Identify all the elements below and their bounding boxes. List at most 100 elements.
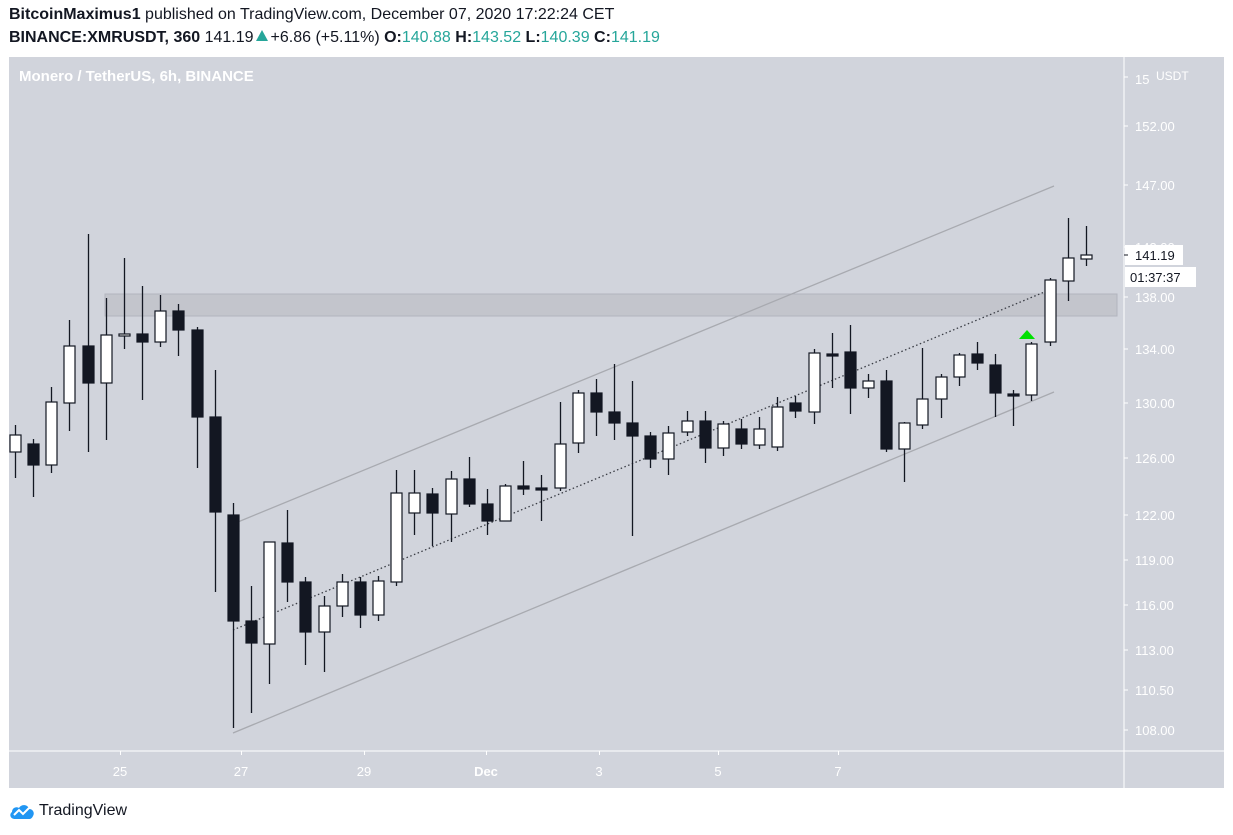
candle-up	[390, 492, 403, 583]
candle-up	[63, 345, 76, 404]
price-tick-label: 134.00	[1135, 342, 1175, 357]
channel-lower-line[interactable]	[232, 391, 1055, 734]
publish-info: BitcoinMaximus1 published on TradingView…	[9, 6, 614, 24]
candle-down	[299, 581, 312, 633]
resistance-zone-rectangle[interactable]	[104, 293, 1118, 317]
candle-down	[245, 620, 258, 644]
candle-up	[1025, 343, 1038, 396]
candle-up	[753, 428, 766, 446]
time-tick-label: 27	[234, 764, 248, 779]
candle-up	[318, 605, 331, 633]
candle-down	[481, 503, 494, 522]
candle-up	[408, 492, 421, 514]
candle-up	[862, 380, 875, 389]
candlestick-plot[interactable]: 152.00 147.00 138.00 134.00 130.00 126.00 122.…	[9, 57, 1224, 788]
price-tick-label: 119.00	[1135, 553, 1174, 568]
candle-down	[844, 351, 857, 389]
candle-up	[336, 581, 349, 607]
open-label: O:	[384, 29, 402, 46]
price-tick-label: 138.00	[1135, 290, 1175, 305]
candle-up	[717, 423, 730, 449]
candle-up	[953, 354, 966, 378]
low-value: 140.39	[540, 29, 590, 46]
buy-signal-triangle-icon	[1019, 330, 1035, 339]
candle-down	[191, 329, 204, 418]
price-tick-label: 110.50	[1135, 683, 1174, 698]
candle-up	[118, 333, 131, 337]
time-tick-label: Dec	[474, 764, 498, 779]
time-tick-label: 7	[834, 764, 841, 779]
currency-label: USDT	[1156, 69, 1189, 83]
candle-up	[808, 352, 821, 413]
candle-up	[1062, 257, 1075, 282]
countdown-marker	[1125, 267, 1196, 287]
price-tick-label: 122.00	[1135, 508, 1175, 523]
price-change: +6.86 (+5.11%)	[270, 29, 380, 46]
chart-symbol-title: Monero / TetherUS, 6h, BINANCE	[19, 68, 254, 85]
candle-down	[608, 411, 621, 424]
price-tick-label: 108.00	[1135, 723, 1175, 738]
close-label: C:	[594, 29, 611, 46]
candle-up	[372, 580, 385, 616]
price-tick-label: 15	[1135, 72, 1149, 87]
candle-down	[354, 581, 367, 616]
low-label: L:	[525, 29, 541, 46]
price-tick-label: 152.00	[1135, 119, 1175, 134]
price-tick-label: 130.00	[1135, 396, 1175, 411]
candle-down	[27, 443, 40, 466]
price-tick-label: 126.00	[1135, 451, 1175, 466]
time-tick-label: 5	[714, 764, 721, 779]
candle-down	[209, 416, 222, 513]
candle-up	[771, 406, 784, 448]
candle-down	[136, 333, 149, 343]
up-arrow-icon	[255, 30, 268, 41]
candle-down	[699, 420, 712, 449]
author-name[interactable]: BitcoinMaximus1	[9, 6, 141, 23]
candle-down	[735, 428, 748, 445]
last-price-marker	[1125, 245, 1183, 265]
candle-down	[826, 353, 839, 357]
candle-down	[426, 493, 439, 514]
candle-up	[499, 485, 512, 522]
symbol-info-line: BINANCE:XMRUSDT, 360 141.19 +6.86 (+5.11%…	[9, 29, 660, 47]
tradingview-cloud-icon	[10, 805, 34, 819]
candle-down	[517, 485, 530, 490]
candle-down	[789, 402, 802, 412]
candle-up	[935, 376, 948, 400]
candle-up	[9, 434, 22, 453]
candle-up	[1080, 254, 1093, 260]
candle-down	[172, 310, 185, 331]
time-tick-label: 29	[357, 764, 371, 779]
candle-down	[227, 514, 240, 622]
price-chart[interactable]: 152.00 147.00 138.00 134.00 130.00 126.00 122.…	[9, 57, 1224, 788]
channel-midline-dotted[interactable]	[232, 287, 1055, 631]
candle-down	[281, 542, 294, 583]
candle-down	[644, 435, 657, 460]
brand-name: TradingView	[39, 802, 128, 819]
candle-down	[626, 422, 639, 437]
candle-down	[463, 478, 476, 505]
candle-up	[681, 420, 694, 433]
candle-up	[1044, 279, 1057, 343]
close-value: 141.19	[610, 29, 660, 46]
last-price-label: 141.19	[1135, 248, 1175, 263]
open-value: 140.88	[401, 29, 451, 46]
tradingview-logo[interactable]: TradingView	[9, 801, 127, 821]
time-tick-label: 25	[113, 764, 127, 779]
candle-up	[45, 401, 58, 466]
channel-upper-line[interactable]	[232, 185, 1055, 525]
candle-up	[898, 422, 911, 450]
candle-up	[662, 432, 675, 460]
price-tick-label: 147.00	[1135, 178, 1175, 193]
candle-down	[989, 364, 1002, 394]
candle-up	[445, 478, 458, 515]
high-value: 143.52	[472, 29, 522, 46]
candle-up	[263, 541, 276, 645]
symbol-label: BINANCE:XMRUSDT, 360	[9, 29, 201, 46]
publish-text: published on TradingView.com, December 0…	[140, 6, 615, 23]
bar-countdown-label: 01:37:37	[1130, 270, 1181, 285]
time-tick-label: 3	[595, 764, 602, 779]
price-tick-label: 116.00	[1135, 598, 1174, 613]
candle-down	[590, 392, 603, 413]
candle-up	[154, 310, 167, 343]
